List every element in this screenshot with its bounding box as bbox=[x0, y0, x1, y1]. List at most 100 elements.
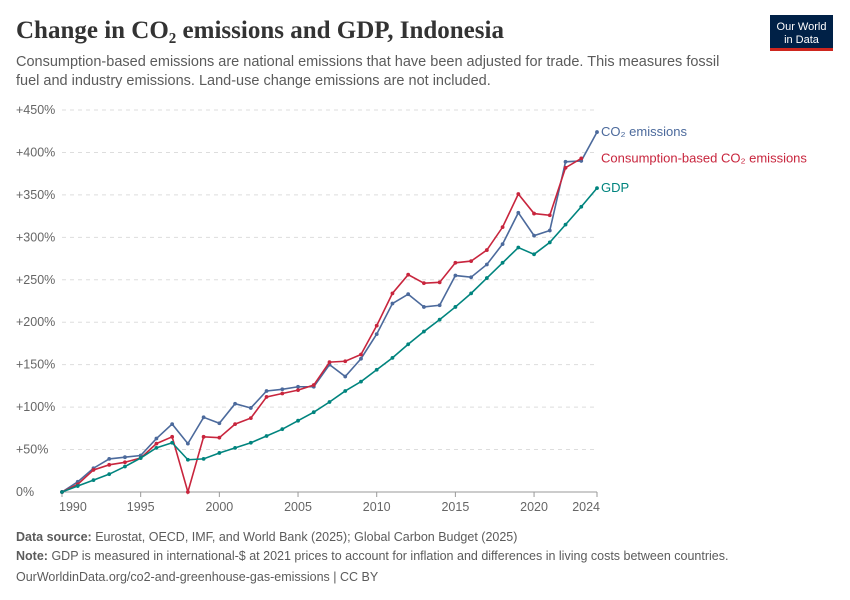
point bbox=[422, 329, 426, 334]
point bbox=[123, 455, 127, 460]
point bbox=[217, 435, 222, 440]
series-label: Consumption-based CO₂ emissions bbox=[601, 150, 807, 165]
point bbox=[107, 472, 112, 477]
point bbox=[469, 291, 474, 296]
point bbox=[469, 259, 474, 264]
logo-box bbox=[770, 15, 833, 51]
point bbox=[280, 387, 285, 392]
point bbox=[359, 356, 363, 361]
point bbox=[296, 384, 300, 389]
y-tick-label: +400% bbox=[16, 145, 55, 159]
point bbox=[437, 280, 442, 285]
point bbox=[453, 260, 458, 265]
point bbox=[374, 323, 379, 328]
point bbox=[248, 440, 253, 445]
point bbox=[233, 401, 237, 406]
point bbox=[500, 242, 505, 247]
point bbox=[107, 456, 112, 461]
y-tick-label: +150% bbox=[16, 358, 55, 372]
point bbox=[359, 379, 363, 384]
point bbox=[343, 389, 348, 393]
point bbox=[484, 248, 489, 252]
x-tick-label: 2015 bbox=[441, 500, 469, 514]
point bbox=[201, 415, 206, 420]
y-tick-label: +350% bbox=[16, 188, 55, 202]
point bbox=[547, 240, 552, 245]
point bbox=[422, 305, 426, 309]
point bbox=[107, 462, 112, 467]
x-tick-label: 1990 bbox=[59, 500, 87, 514]
point bbox=[406, 272, 411, 277]
point bbox=[264, 434, 269, 438]
point bbox=[374, 367, 379, 372]
point bbox=[595, 186, 599, 190]
point bbox=[154, 445, 159, 450]
point bbox=[217, 421, 222, 426]
point bbox=[123, 464, 127, 469]
point bbox=[185, 441, 190, 446]
point bbox=[91, 478, 96, 483]
source-text: Eurostat, OECD, IMF, and World Bank (202… bbox=[95, 530, 517, 544]
chart-title: Change in CO₂ emissions and GDP, Indones… bbox=[16, 17, 504, 44]
y-tick-label: +200% bbox=[16, 315, 55, 329]
series-label: CO₂ emissions bbox=[601, 124, 687, 139]
note: Note: GDP is measured in international-$… bbox=[16, 549, 728, 563]
point bbox=[343, 359, 348, 364]
point bbox=[484, 262, 489, 267]
point bbox=[123, 460, 127, 465]
point bbox=[547, 228, 552, 233]
point bbox=[311, 410, 316, 415]
y-tick-label: +250% bbox=[16, 273, 55, 287]
series-line bbox=[61, 157, 582, 495]
x-tick-label: 1995 bbox=[127, 500, 155, 514]
series-line bbox=[61, 131, 598, 493]
y-tick-label: +300% bbox=[16, 230, 55, 244]
url: OurWorldinData.org/co2-and-greenhouse-ga… bbox=[16, 570, 379, 584]
logo-bar bbox=[770, 48, 833, 51]
point bbox=[516, 210, 521, 215]
point bbox=[516, 245, 521, 250]
subtitle: Consumption-based emissions are national… bbox=[16, 54, 719, 70]
point bbox=[532, 211, 536, 216]
point bbox=[154, 441, 159, 446]
point bbox=[217, 451, 222, 455]
point bbox=[532, 233, 536, 238]
x-tick-label: 2005 bbox=[284, 500, 312, 514]
logo-text: Our World bbox=[777, 21, 827, 33]
point bbox=[406, 292, 411, 297]
point bbox=[579, 156, 584, 161]
point bbox=[563, 165, 568, 170]
series-line bbox=[61, 187, 598, 493]
point bbox=[201, 434, 206, 439]
logo[interactable]: Our World in Data bbox=[770, 15, 833, 51]
point bbox=[296, 388, 300, 393]
point bbox=[170, 434, 175, 439]
y-tick-label: 0% bbox=[16, 485, 34, 499]
point bbox=[280, 427, 285, 432]
point bbox=[500, 260, 505, 265]
point bbox=[516, 192, 521, 196]
point bbox=[264, 395, 269, 399]
x-tick-label: 2000 bbox=[205, 500, 233, 514]
point bbox=[280, 391, 285, 396]
y-tick-label: +450% bbox=[16, 103, 55, 117]
point bbox=[75, 484, 80, 488]
source: Data source: Eurostat, OECD, IMF, and Wo… bbox=[16, 530, 517, 544]
series-label: GDP bbox=[601, 180, 629, 195]
x-tick-label: 2010 bbox=[363, 500, 391, 514]
point bbox=[422, 281, 426, 286]
point bbox=[343, 374, 348, 379]
point bbox=[359, 352, 363, 357]
subtitle: fuel and industry emissions. Land-use ch… bbox=[16, 73, 491, 89]
point bbox=[453, 273, 458, 278]
point bbox=[390, 355, 395, 360]
x-tick-label: 2024 bbox=[572, 500, 600, 514]
point bbox=[233, 445, 237, 450]
point bbox=[264, 389, 269, 393]
point bbox=[138, 456, 143, 460]
point bbox=[91, 468, 96, 472]
y-tick-label: +100% bbox=[16, 400, 55, 414]
point bbox=[453, 305, 458, 309]
y-tick-label: +50% bbox=[16, 443, 48, 457]
